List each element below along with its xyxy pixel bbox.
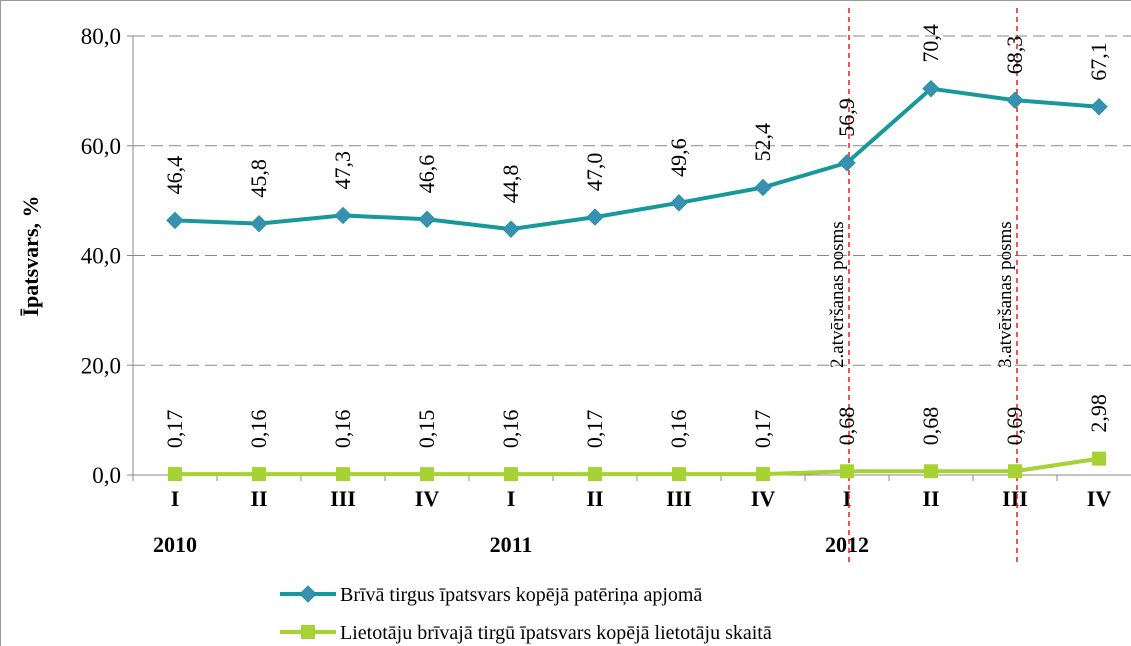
value-label: 0,15	[414, 410, 439, 449]
value-label: 56,9	[834, 98, 859, 137]
point	[252, 467, 266, 482]
point	[924, 464, 938, 479]
point	[418, 210, 436, 228]
point	[1092, 451, 1106, 466]
annotation-text: 3.atvēršanas posms	[995, 221, 1016, 368]
y-tick-label: 60,0	[81, 134, 121, 159]
x-tick-label: III	[330, 486, 356, 511]
point	[502, 220, 520, 238]
x-tick-label: IV	[415, 486, 440, 511]
point	[840, 464, 854, 479]
series-line	[174, 86, 1100, 232]
x-tick-label: IV	[751, 486, 776, 511]
value-label: 68,3	[1002, 36, 1027, 75]
value-label: 67,1	[1086, 42, 1111, 81]
value-label: 0,16	[666, 410, 691, 449]
point	[588, 467, 602, 482]
legend-marker	[299, 585, 317, 603]
y-tick-label: 80,0	[81, 24, 121, 49]
legend-marker	[301, 625, 315, 639]
point	[166, 211, 184, 230]
value-label: 46,6	[414, 155, 439, 194]
y-axis-label: Īpatsvars, %	[18, 195, 43, 316]
value-label: 2,98	[1086, 394, 1111, 433]
value-label: 0,17	[582, 410, 607, 449]
value-label: 44,8	[498, 165, 523, 204]
point	[1090, 98, 1108, 116]
value-label: 0,17	[750, 410, 775, 449]
point	[336, 467, 350, 482]
point	[670, 194, 688, 212]
annotation-text: 2.atvēršanas posms	[827, 221, 848, 368]
point	[1008, 464, 1022, 479]
point	[250, 214, 268, 233]
value-label: 46,4	[162, 156, 187, 195]
y-tick-label: 40,0	[81, 244, 121, 269]
point	[1006, 91, 1024, 109]
point	[922, 79, 940, 98]
series-line	[174, 456, 1100, 477]
point	[586, 208, 604, 226]
value-label: 70,4	[918, 24, 943, 63]
y-tick-label: 0,0	[92, 463, 121, 488]
legend-label: Brīvā tirgus īpatsvars kopējā patēriņa a…	[340, 584, 702, 606]
year-label: 2011	[490, 532, 533, 557]
point	[168, 467, 182, 482]
value-label: 47,0	[582, 153, 607, 192]
point	[504, 467, 518, 482]
value-label: 47,3	[330, 151, 355, 190]
value-label: 0,16	[330, 410, 355, 449]
x-tick-label: II	[586, 486, 603, 511]
value-label: 0,17	[162, 410, 187, 449]
x-tick-label: I	[171, 486, 180, 511]
value-label: 45,8	[246, 159, 271, 198]
point	[672, 467, 686, 482]
x-tick-label: III	[666, 486, 692, 511]
year-label: 2010	[153, 532, 197, 557]
point	[420, 467, 434, 482]
point	[334, 206, 352, 225]
value-label: 0,68	[834, 407, 859, 446]
x-tick-label: I	[507, 486, 516, 511]
value-label: 0,16	[246, 410, 271, 449]
point	[756, 467, 770, 482]
value-label: 0,68	[918, 407, 943, 446]
x-tick-label: IV	[1087, 486, 1112, 511]
x-tick-label: I	[843, 486, 852, 511]
y-tick-label: 20,0	[81, 353, 121, 378]
x-tick-label: II	[922, 486, 939, 511]
value-label: 49,6	[666, 138, 691, 177]
x-tick-label: II	[250, 486, 267, 511]
legend-label: Lietotāju brīvajā tirgū īpatsvars kopējā…	[340, 622, 772, 644]
value-label: 52,4	[750, 123, 775, 162]
point	[754, 178, 772, 197]
year-label: 2012	[825, 532, 869, 557]
value-label: 0,69	[1002, 407, 1027, 446]
point	[838, 154, 856, 172]
value-label: 0,16	[498, 410, 523, 449]
x-tick-label: III	[1002, 486, 1028, 511]
